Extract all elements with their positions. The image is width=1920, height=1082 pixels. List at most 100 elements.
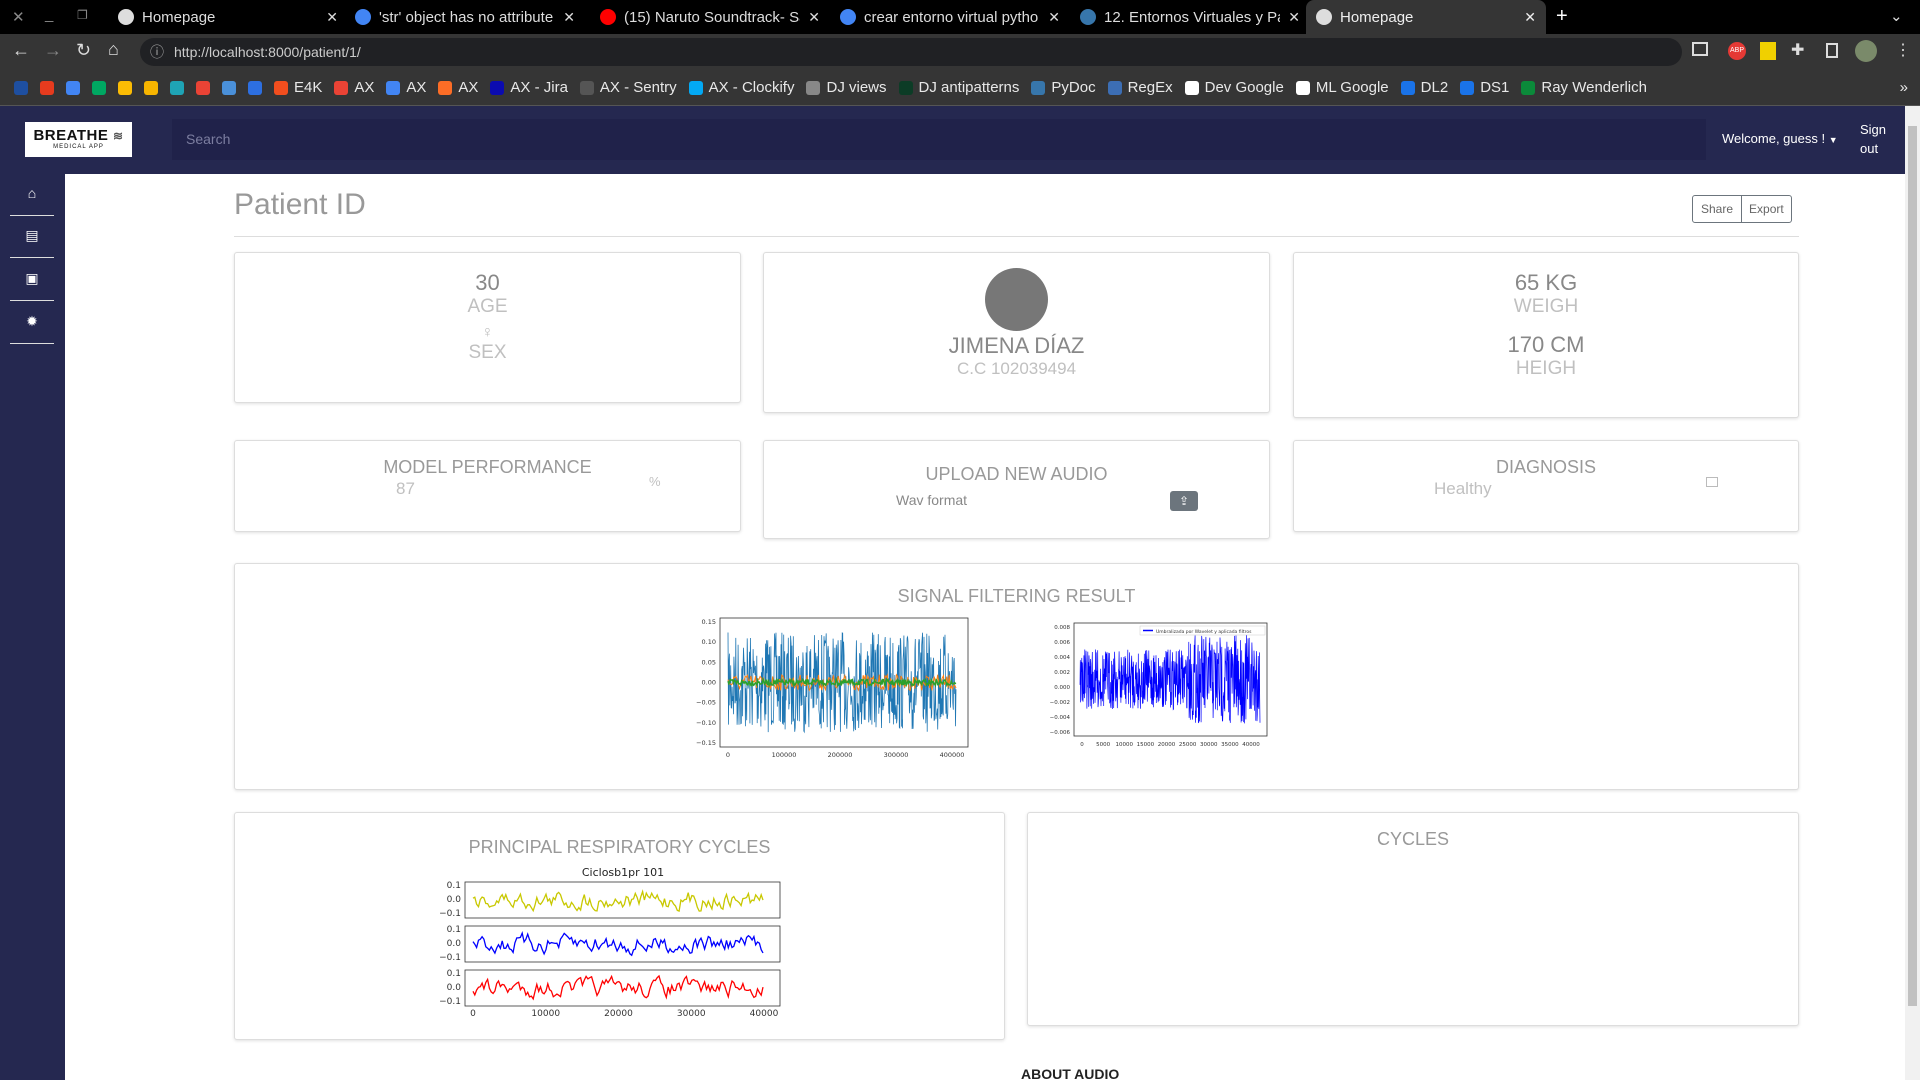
about-audio-heading: ABOUT AUDIO bbox=[1021, 1066, 1120, 1082]
share-button[interactable]: Share bbox=[1693, 196, 1743, 222]
bookmark[interactable]: DJ antipatterns bbox=[898, 79, 1019, 96]
window-minimize-icon[interactable]: _ bbox=[45, 6, 54, 23]
y-tick-label: −0.002 bbox=[1050, 700, 1070, 706]
cast-icon[interactable] bbox=[1692, 42, 1708, 56]
sidebar-item-home[interactable]: ⌂ bbox=[24, 185, 40, 201]
bookmark[interactable] bbox=[144, 80, 158, 95]
scrollbar-thumb[interactable] bbox=[1908, 126, 1917, 1006]
browser-tab[interactable]: crear entorno virtual pytho ✕ bbox=[830, 0, 1070, 34]
welcome-dropdown[interactable]: Welcome, guess ! ▼ bbox=[1722, 131, 1838, 146]
bookmark[interactable] bbox=[222, 80, 236, 95]
bookmark[interactable]: AX bbox=[438, 79, 478, 96]
reload-icon[interactable]: ↻ bbox=[76, 40, 92, 60]
bookmark[interactable]: AX bbox=[386, 79, 426, 96]
window-close-icon[interactable]: ✕ bbox=[12, 9, 25, 26]
tab-close-icon[interactable]: ✕ bbox=[1048, 8, 1060, 25]
sidebar-item-reports[interactable]: ▤ bbox=[24, 227, 40, 243]
page-scrollbar[interactable] bbox=[1905, 106, 1920, 1080]
bookmark[interactable]: E4K bbox=[274, 79, 322, 96]
wav-format-label: Wav format bbox=[896, 492, 968, 508]
menu-kebab-icon[interactable]: ⋮ bbox=[1895, 42, 1911, 59]
home-icon[interactable]: ⌂ bbox=[108, 39, 119, 59]
tab-close-icon[interactable]: ✕ bbox=[808, 8, 820, 25]
sidebar: ⌂ ▤ ▣ ✹ bbox=[0, 174, 65, 1080]
bookmark[interactable] bbox=[40, 80, 54, 95]
cycle-line bbox=[472, 974, 764, 1001]
export-button[interactable]: Export bbox=[1749, 202, 1784, 216]
bookmark[interactable]: AX - Clockify bbox=[688, 79, 794, 96]
x-tick-label: 10000 bbox=[531, 1009, 560, 1019]
sidebar-item-patients[interactable]: ▣ bbox=[24, 270, 40, 286]
bookmark[interactable] bbox=[66, 80, 80, 95]
bookmark[interactable]: AX - Jira bbox=[490, 79, 568, 96]
cycles-card: CYCLES bbox=[1027, 812, 1799, 1026]
window-restore-icon[interactable]: ❐ bbox=[77, 8, 88, 22]
bookmark[interactable]: PyDoc bbox=[1031, 79, 1096, 96]
bookmark[interactable] bbox=[170, 80, 184, 95]
profile-avatar[interactable] bbox=[1855, 40, 1877, 62]
y-tick-label: 0.1 bbox=[447, 925, 461, 935]
bookmark[interactable]: DJ views bbox=[806, 79, 887, 96]
breathe-logo[interactable]: BREATHE ≋ MEDICAL APP bbox=[25, 122, 132, 157]
sidebar-item-settings[interactable]: ✹ bbox=[24, 313, 40, 329]
bookmark[interactable]: AX bbox=[334, 79, 374, 96]
adblock-icon[interactable]: ABP bbox=[1728, 42, 1746, 60]
js-extension-icon[interactable] bbox=[1760, 42, 1776, 60]
y-tick-label: 0.004 bbox=[1054, 655, 1070, 661]
bookmark[interactable]: ML Google bbox=[1295, 79, 1389, 96]
bookmark[interactable]: RegEx bbox=[1107, 79, 1173, 96]
x-tick-label: 0 bbox=[726, 751, 730, 759]
url-bar[interactable]: ⓘ http://localhost:8000/patient/1/ bbox=[140, 38, 1682, 66]
upload-button[interactable]: ⇪ bbox=[1170, 491, 1198, 511]
bookmark[interactable]: DS1 bbox=[1460, 79, 1509, 96]
tab-close-icon[interactable]: ✕ bbox=[326, 8, 338, 25]
bookmarks-overflow-icon[interactable]: » bbox=[1899, 79, 1908, 96]
tab-title: 'str' object has no attribute bbox=[379, 8, 554, 26]
x-tick-label: 35000 bbox=[1221, 742, 1239, 748]
tab-close-icon[interactable]: ✕ bbox=[1524, 8, 1536, 25]
browser-tab[interactable]: (15) Naruto Soundtrack- Sa ✕ bbox=[590, 0, 830, 34]
bookmark-favicon-icon bbox=[688, 80, 703, 95]
x-tick-label: 20000 bbox=[604, 1009, 633, 1019]
python-icon bbox=[1080, 9, 1096, 25]
bookmark[interactable]: Ray Wenderlich bbox=[1521, 79, 1647, 96]
site-info-icon[interactable]: ⓘ bbox=[150, 44, 164, 60]
tab-close-icon[interactable]: ✕ bbox=[563, 8, 575, 25]
x-tick-label: 25000 bbox=[1179, 742, 1197, 748]
bookmark[interactable]: Dev Google bbox=[1184, 79, 1284, 96]
bookmark[interactable] bbox=[196, 80, 210, 95]
bookmark-label: AX bbox=[458, 79, 479, 96]
browser-tab[interactable]: Homepage ✕ bbox=[108, 0, 348, 34]
bookmark-label: ML Google bbox=[1315, 79, 1389, 96]
sidebar-divider bbox=[10, 215, 54, 216]
browser-tab[interactable]: Homepage ✕ bbox=[1306, 0, 1546, 34]
back-icon[interactable]: ← bbox=[12, 40, 30, 60]
bookmark[interactable]: AX - Sentry bbox=[579, 79, 677, 96]
bookmark-label: DJ views bbox=[826, 79, 887, 96]
tab-close-icon[interactable]: ✕ bbox=[1288, 8, 1300, 25]
female-icon: ♀ bbox=[481, 324, 494, 341]
y-tick-label: 0.1 bbox=[447, 881, 461, 891]
plot-axes bbox=[719, 617, 969, 748]
y-tick-label: 0.0 bbox=[447, 983, 462, 993]
bookmark-favicon-icon bbox=[1107, 80, 1122, 95]
clipboard-pulse-icon: ▣ bbox=[25, 270, 39, 286]
cycle-line bbox=[472, 930, 764, 957]
bookmark[interactable] bbox=[92, 80, 106, 95]
new-tab-button[interactable]: + bbox=[1556, 5, 1568, 27]
y-tick-label: 0.05 bbox=[702, 658, 716, 666]
forward-icon[interactable]: → bbox=[44, 40, 62, 60]
browser-tab[interactable]: 'str' object has no attribute ✕ bbox=[345, 0, 585, 34]
browser-tab[interactable]: 12. Entornos Virtuales y Pa ✕ bbox=[1070, 0, 1310, 34]
side-panel-icon[interactable] bbox=[1826, 43, 1838, 58]
bookmark[interactable] bbox=[248, 80, 262, 95]
extensions-puzzle-icon[interactable]: ✚ bbox=[1791, 42, 1805, 59]
bookmark[interactable]: DL2 bbox=[1400, 79, 1448, 96]
y-tick-label: −0.10 bbox=[696, 719, 716, 727]
search-input[interactable]: Search bbox=[172, 119, 1706, 160]
sign-out-link[interactable]: Sign out bbox=[1860, 122, 1887, 156]
bookmark[interactable] bbox=[14, 80, 28, 95]
tab-search-icon[interactable]: ⌄ bbox=[1890, 8, 1903, 25]
raw-signal-plot: 0.15 0.10 0.05 0.00 −0.05 −0.10 −0.15 0 100000 20… bbox=[696, 617, 969, 759]
bookmark[interactable] bbox=[118, 80, 132, 95]
